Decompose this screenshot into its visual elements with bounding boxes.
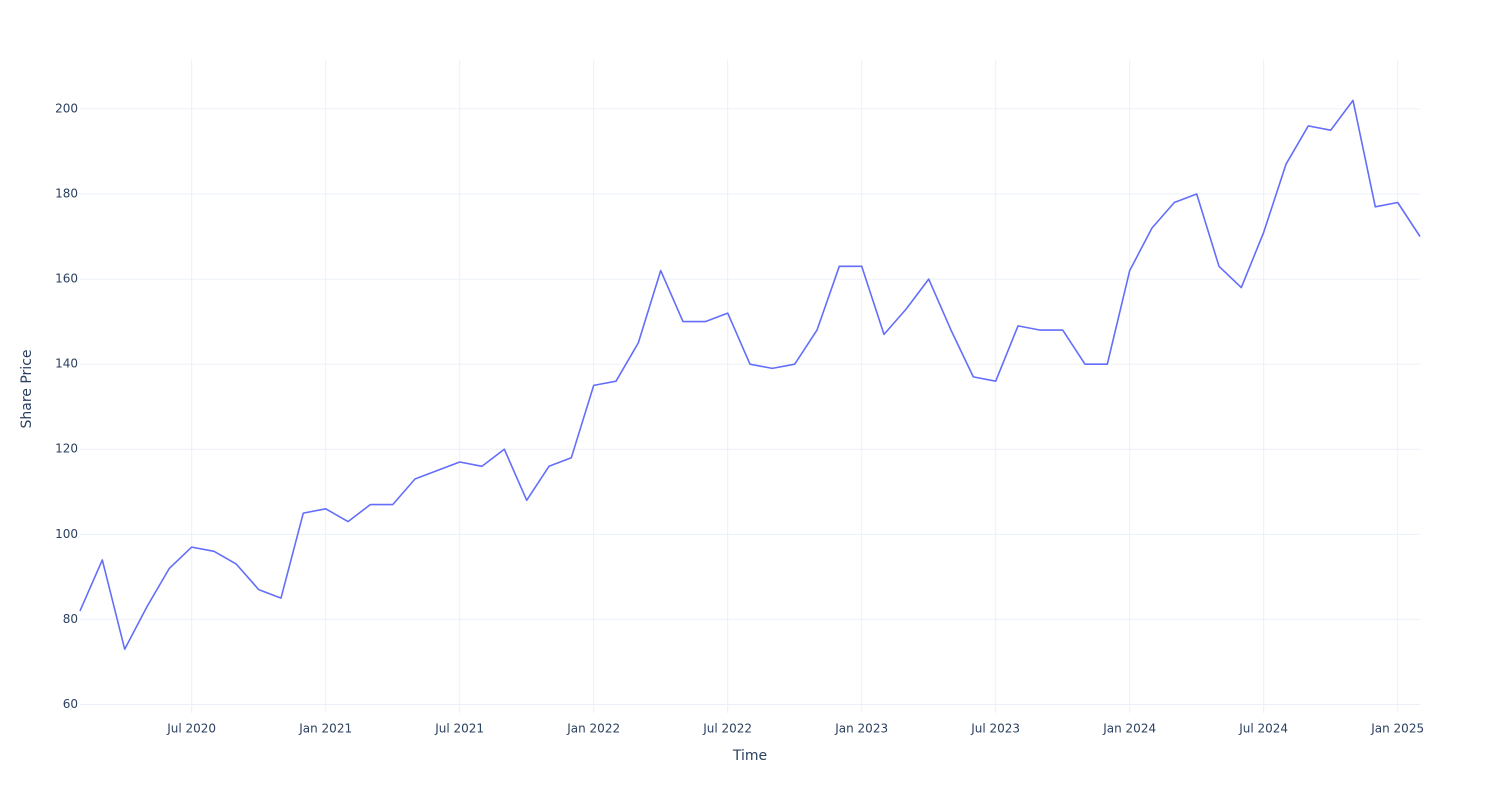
x-tick-label: Jul 2021 bbox=[434, 722, 484, 736]
x-tick-label: Jan 2024 bbox=[1102, 722, 1156, 736]
price-line bbox=[79, 99, 1421, 650]
y-tick-label: 100 bbox=[55, 527, 78, 541]
y-tick-label: 80 bbox=[63, 612, 78, 626]
x-tick-label: Jan 2023 bbox=[834, 722, 888, 736]
y-tick-label: 180 bbox=[55, 187, 78, 201]
x-tick-label: Jul 2023 bbox=[970, 722, 1020, 736]
x-tick-label: Jan 2021 bbox=[298, 722, 352, 736]
x-tick-label: Jan 2025 bbox=[1370, 722, 1424, 736]
y-tick-label: 140 bbox=[55, 357, 78, 371]
y-tick-label: 60 bbox=[63, 697, 78, 711]
x-tick-label: Jul 2020 bbox=[166, 722, 216, 736]
y-tick-label: 120 bbox=[55, 442, 78, 456]
y-tick-label: 200 bbox=[55, 101, 78, 115]
x-axis-label: Time bbox=[732, 748, 767, 764]
y-axis-label: Share Price bbox=[19, 349, 35, 428]
x-tick-label: Jul 2024 bbox=[1238, 722, 1288, 736]
x-tick-label: Jan 2022 bbox=[566, 722, 620, 736]
y-tick-label: 160 bbox=[55, 272, 78, 286]
x-tick-label: Jul 2022 bbox=[702, 722, 752, 736]
